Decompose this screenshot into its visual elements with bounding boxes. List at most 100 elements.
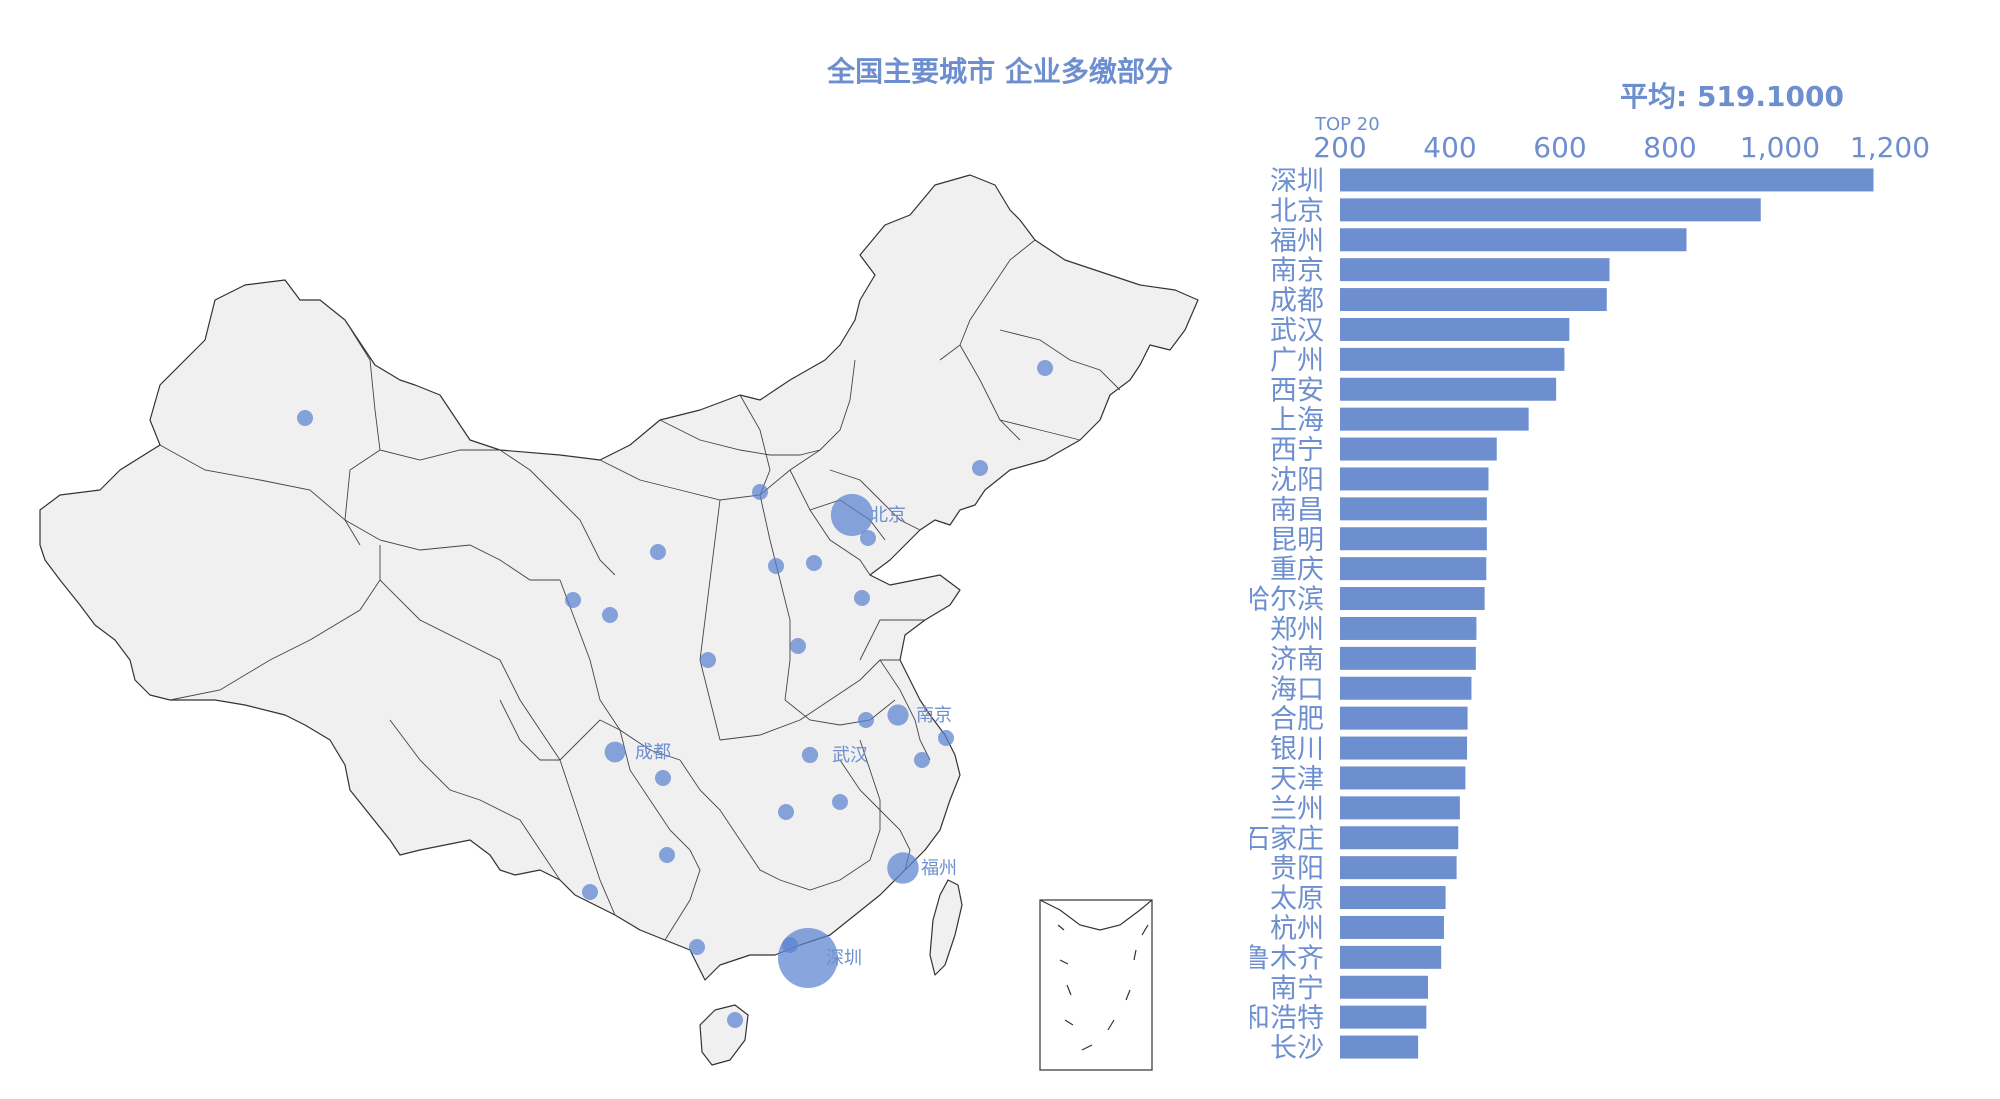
bar [1340, 766, 1466, 790]
city-bubble [830, 493, 874, 537]
category-label: 广州 [1270, 345, 1324, 376]
bar [1340, 856, 1457, 880]
city-bubble [727, 1012, 743, 1028]
x-tick-label: 800 [1643, 131, 1696, 164]
x-axis-ticks: 200 400 600 800 1,000 1,200 [1313, 131, 1930, 164]
bar [1340, 826, 1459, 850]
category-label: 合肥 [1270, 704, 1324, 735]
bar-chart: TOP 20 200 400 600 800 1,000 1,200 深圳北京福州南京成都… [1250, 114, 1930, 1064]
city-bubbles [297, 360, 1053, 1028]
chart-title: 全国主要城市 企业多缴部分 [827, 55, 1173, 88]
city-bubble [752, 484, 768, 500]
category-label: 南昌 [1270, 495, 1324, 526]
city-bubble [887, 852, 919, 884]
city-bubble [604, 741, 626, 763]
bar [1340, 288, 1607, 312]
x-tick-label: 1,000 [1740, 131, 1820, 164]
category-label: 长沙 [1270, 1033, 1324, 1064]
category-label: 深圳 [1270, 166, 1324, 197]
bar [1340, 587, 1485, 611]
category-label: 哈尔滨 [1250, 585, 1324, 616]
bar [1340, 377, 1557, 401]
city-bubble [297, 410, 313, 426]
category-label: 杭州 [1270, 913, 1324, 944]
bar [1340, 975, 1428, 999]
south-china-sea-inset [1039, 899, 1153, 1071]
city-label: 武汉 [832, 745, 868, 766]
city-bubble [689, 939, 705, 955]
bar [1340, 347, 1565, 371]
city-bubble [832, 794, 848, 810]
city-bubble [700, 652, 716, 668]
bar [1340, 945, 1442, 969]
bar [1340, 258, 1610, 282]
category-label: 乌鲁木齐 [1250, 943, 1324, 974]
bar-marks [1340, 168, 1874, 1059]
category-label: 郑州 [1270, 614, 1324, 645]
category-label: 济南 [1270, 644, 1324, 675]
category-label: 北京 [1270, 196, 1324, 227]
bar [1340, 1035, 1419, 1059]
bar [1340, 527, 1487, 551]
x-tick-label: 400 [1423, 131, 1476, 164]
category-label: 昆明 [1270, 525, 1324, 556]
category-label: 沈阳 [1270, 465, 1324, 496]
category-label: 贵阳 [1270, 854, 1324, 885]
city-bubble [582, 884, 598, 900]
bar [1340, 706, 1468, 730]
bar [1340, 736, 1468, 760]
city-bubble [860, 530, 876, 546]
city-bubble [938, 730, 954, 746]
category-label: 银川 [1270, 734, 1324, 765]
category-label: 西宁 [1270, 435, 1324, 466]
category-label: 兰州 [1270, 794, 1324, 825]
taiwan-island [929, 879, 963, 976]
bar [1340, 557, 1487, 581]
x-tick-label: 600 [1533, 131, 1586, 164]
city-bubble [858, 712, 874, 728]
city-label: 南京 [916, 705, 952, 726]
city-label: 福州 [921, 858, 957, 879]
city-label: 成都 [635, 742, 671, 763]
category-label: 上海 [1270, 405, 1324, 436]
city-bubble [887, 704, 909, 726]
category-label: 太原 [1270, 884, 1324, 915]
category-label: 福州 [1270, 226, 1324, 257]
bar [1340, 616, 1477, 640]
y-axis-categories: 深圳北京福州南京成都武汉广州西安上海西宁沈阳南昌昆明重庆哈尔滨郑州济南海口合肥银… [1250, 166, 1324, 1064]
category-label: 武汉 [1270, 315, 1324, 346]
city-bubble [854, 590, 870, 606]
category-label: 海口 [1270, 674, 1324, 705]
x-tick-label: 1,200 [1850, 131, 1930, 164]
city-bubble [790, 638, 806, 654]
bar [1340, 168, 1874, 192]
province-borders [159, 239, 1121, 941]
city-bubble [801, 746, 819, 764]
category-label: 天津 [1270, 764, 1324, 795]
category-label: 成都 [1270, 286, 1324, 317]
bar [1340, 886, 1446, 910]
city-bubble [650, 544, 666, 560]
mainland-shape [39, 174, 1199, 981]
bar [1340, 646, 1476, 670]
city-bubble [768, 558, 784, 574]
bar [1340, 467, 1489, 491]
bar [1340, 676, 1472, 700]
city-label: 北京 [870, 505, 906, 526]
city-bubble [565, 592, 581, 608]
city-bubble [655, 770, 671, 786]
city-label: 深圳 [826, 948, 862, 969]
city-bubble [782, 937, 798, 953]
category-label: 南京 [1270, 256, 1324, 287]
category-label: 石家庄 [1250, 824, 1324, 855]
top-label: TOP 20 [1314, 114, 1380, 135]
bar [1340, 437, 1497, 461]
bar [1340, 407, 1529, 431]
average-label: 平均: 519.1000 [1620, 80, 1844, 113]
bar [1340, 198, 1761, 222]
bar [1340, 915, 1444, 939]
city-bubble [602, 607, 618, 623]
bar [1340, 497, 1487, 521]
